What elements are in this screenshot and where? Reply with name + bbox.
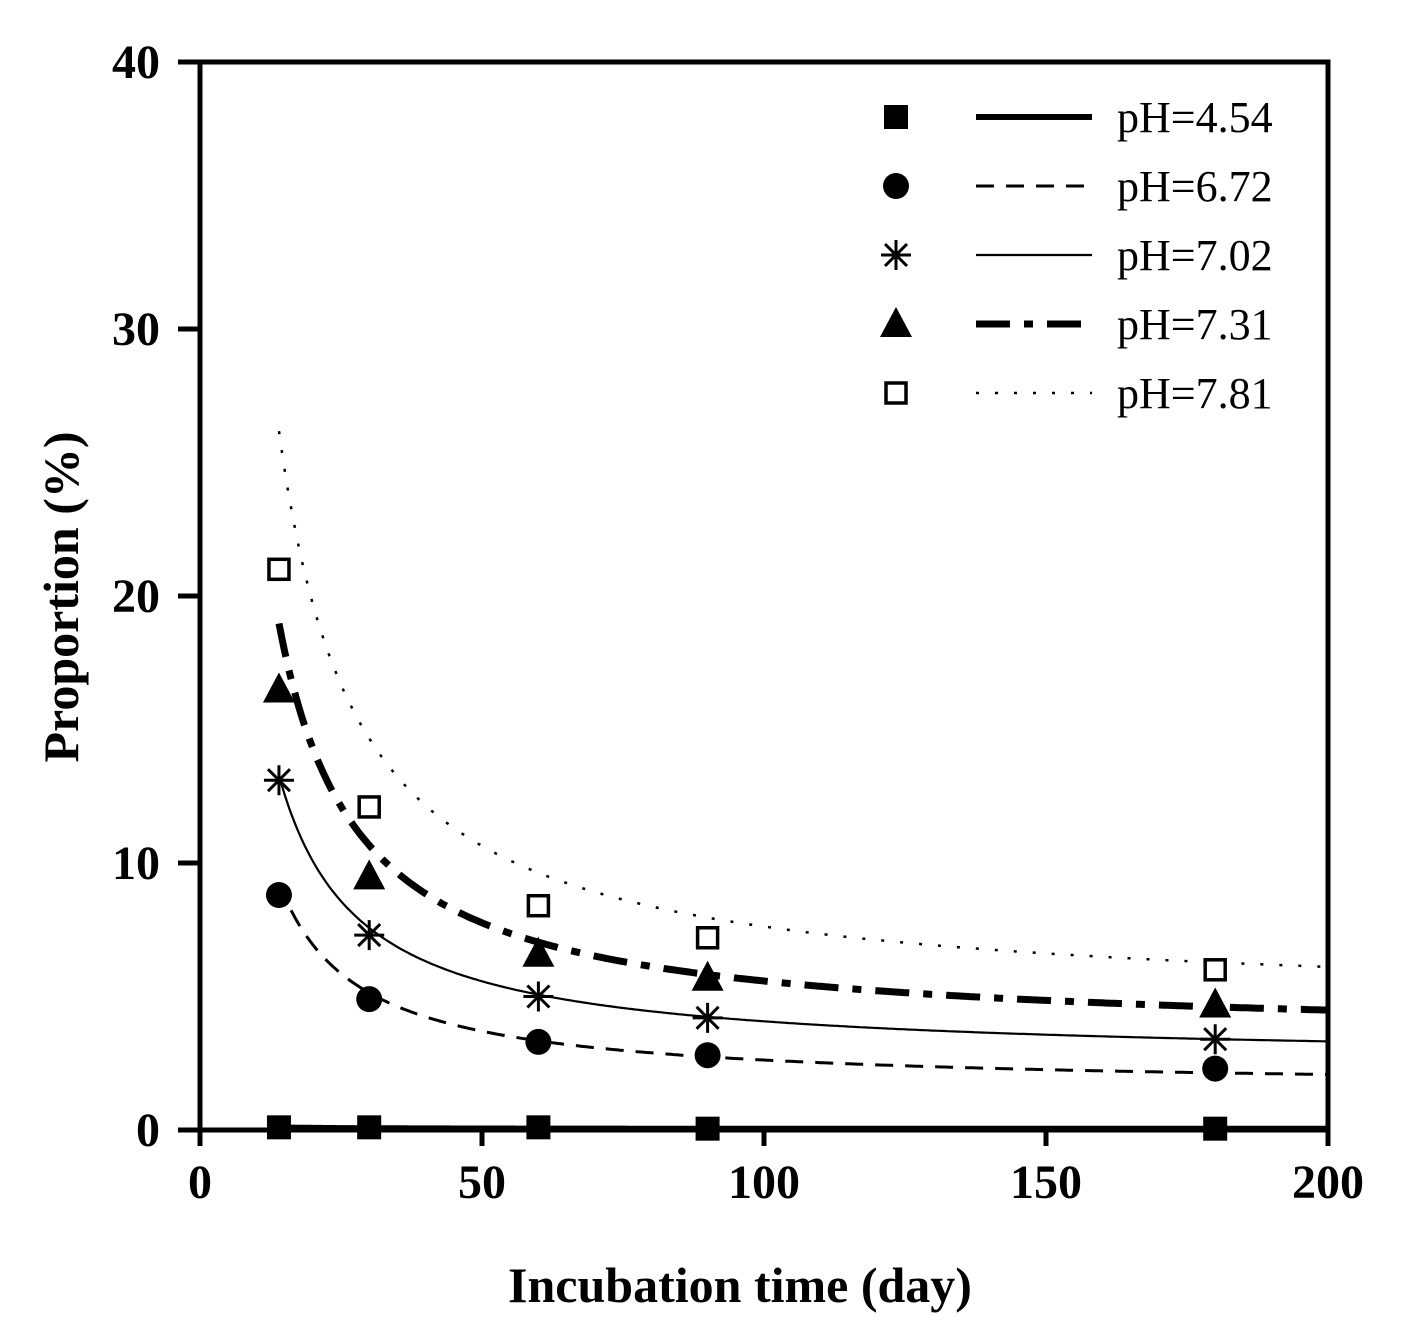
x-tick-label: 200 <box>1292 1156 1364 1209</box>
fit-curve-1 <box>277 882 1329 1076</box>
legend-label-4: pH=7.81 <box>1117 369 1273 418</box>
marker-shape <box>1202 1055 1229 1082</box>
legend-marker-2 <box>881 240 911 270</box>
data-point-3-4 <box>1199 987 1232 1018</box>
data-point-1-3 <box>694 1042 721 1069</box>
marker-stroke <box>266 768 292 793</box>
marker-shape <box>884 381 908 405</box>
y-axis-title: Proportion (%) <box>33 432 89 763</box>
marker-shape <box>691 960 724 991</box>
marker-shape <box>356 986 383 1013</box>
marker-stroke <box>526 984 551 1009</box>
marker-shape <box>262 672 295 703</box>
marker-shape <box>695 1116 720 1141</box>
data-point-2-2 <box>523 981 554 1012</box>
x-tick-label: 100 <box>728 1156 800 1209</box>
x-tick-label: 150 <box>1010 1156 1082 1209</box>
marker-shape <box>883 173 909 199</box>
legend-label-1: pH=6.72 <box>1117 162 1273 211</box>
marker-stroke <box>695 1005 720 1030</box>
marker-shape <box>267 557 291 582</box>
plot-frame <box>197 59 1331 1133</box>
data-point-0-3 <box>695 1116 720 1141</box>
marker-shape <box>266 1115 291 1140</box>
x-tick-label: 0 <box>188 1156 212 1209</box>
marker-shape <box>1199 987 1232 1018</box>
data-point-4-4 <box>1203 958 1227 982</box>
legend-label-3: pH=7.31 <box>1117 300 1273 349</box>
axes: 0 50 100 150 200 0 10 20 30 40 <box>112 36 1364 1209</box>
x-axis-title: Incubation time (day) <box>508 1257 972 1313</box>
data-point-1-4 <box>1202 1055 1229 1082</box>
data-point-1-0 <box>265 882 292 909</box>
marker-shape <box>525 1028 552 1055</box>
marker-stroke <box>1203 1027 1228 1052</box>
marker-shape <box>695 926 720 950</box>
data-point-4-0 <box>267 557 291 582</box>
legend: pH=4.54 pH=6.72 pH=7.02 pH=7.31 pH=7.81 <box>880 93 1273 418</box>
data-point-1-2 <box>525 1028 552 1055</box>
data-point-1-1 <box>356 986 383 1013</box>
fit-curve-0 <box>278 1124 1328 1132</box>
marker-stroke <box>883 242 909 268</box>
marker-stroke <box>357 923 382 948</box>
legend-marker-1 <box>883 173 909 199</box>
legend-label-0: pH=4.54 <box>1117 93 1273 142</box>
data-markers <box>262 557 1232 1141</box>
fit-curves <box>275 431 1329 1132</box>
marker-shape <box>265 882 292 909</box>
fit-curve-4 <box>277 431 1329 969</box>
marker-shape <box>1203 958 1227 982</box>
data-point-4-1 <box>357 795 381 819</box>
data-point-4-2 <box>526 893 551 918</box>
marker-shape <box>522 936 555 967</box>
data-point-0-2 <box>526 1115 551 1140</box>
marker-shape <box>526 1115 551 1140</box>
data-point-3-0 <box>262 672 295 703</box>
legend-marker-3 <box>880 307 912 337</box>
data-point-0-1 <box>357 1115 382 1140</box>
legend-label-2: pH=7.02 <box>1117 231 1273 280</box>
data-point-4-3 <box>695 926 720 950</box>
y-tick-label: 30 <box>112 303 160 356</box>
y-tick-label: 0 <box>136 1104 160 1157</box>
fit-curve-2 <box>277 775 1329 1043</box>
y-tick-label: 20 <box>112 570 160 623</box>
data-point-2-1 <box>354 920 385 951</box>
data-point-2-4 <box>1200 1024 1231 1055</box>
y-tick-label: 40 <box>112 36 160 89</box>
data-point-3-3 <box>691 960 724 991</box>
marker-shape <box>884 105 908 129</box>
marker-shape <box>353 859 386 890</box>
x-tick-label: 50 <box>458 1156 506 1209</box>
marker-shape <box>357 1115 382 1140</box>
legend-marker-4 <box>884 381 908 405</box>
marker-shape <box>880 307 912 337</box>
data-point-0-4 <box>1203 1116 1228 1141</box>
data-point-3-2 <box>522 936 555 967</box>
marker-shape <box>1203 1116 1228 1141</box>
marker-shape <box>526 893 551 918</box>
data-point-2-3 <box>692 1002 723 1033</box>
y-tick-label: 10 <box>112 837 160 890</box>
data-point-3-1 <box>353 859 386 890</box>
fit-curve-3 <box>275 622 1329 1014</box>
marker-shape <box>357 795 381 819</box>
data-point-0-0 <box>266 1115 291 1140</box>
data-point-2-0 <box>263 765 294 796</box>
marker-shape <box>694 1042 721 1069</box>
legend-marker-0 <box>884 105 908 129</box>
